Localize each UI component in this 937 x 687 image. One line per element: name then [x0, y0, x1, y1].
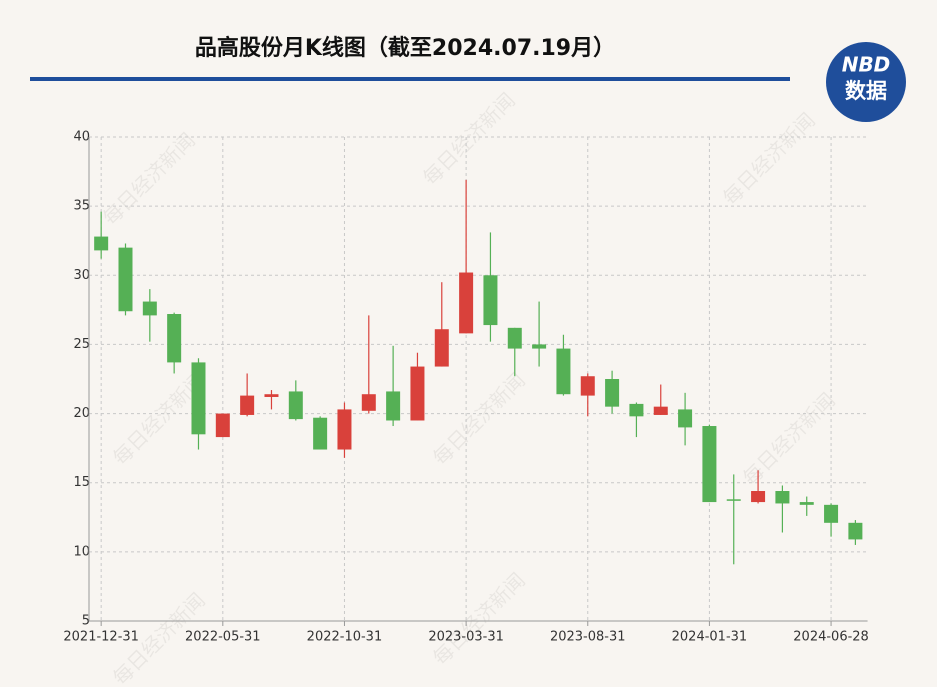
candle-body — [751, 491, 766, 503]
candle-body — [653, 406, 668, 415]
candle-body — [580, 376, 595, 396]
y-tick-label: 30 — [73, 268, 90, 283]
candle-body — [142, 301, 157, 316]
candle-body — [264, 394, 279, 397]
candle-body — [240, 395, 255, 415]
candle-body — [726, 499, 741, 501]
chart-title: 品高股份月K线图（截至2024.07.19月） — [195, 35, 615, 61]
y-tick-label: 40 — [73, 130, 90, 145]
candle-body — [118, 247, 133, 312]
candle-body — [167, 314, 182, 363]
y-tick-label: 5 — [82, 614, 90, 629]
candle-body — [702, 426, 717, 503]
candle-body — [410, 366, 425, 421]
candle-body — [459, 272, 474, 334]
candle-body — [775, 491, 790, 504]
x-tick-label: 2023-03-31 — [428, 630, 504, 645]
candle-body — [361, 394, 376, 411]
watermark: 每日经济新闻 — [428, 568, 530, 670]
x-tick-label: 2021-12-31 — [63, 630, 139, 645]
candle-body — [313, 417, 328, 450]
y-tick-label: 10 — [73, 544, 90, 559]
y-tick-label: 15 — [73, 475, 90, 490]
candle-body — [532, 344, 547, 349]
candle-body — [94, 236, 109, 251]
candle-body — [824, 504, 839, 523]
y-tick-label: 35 — [73, 199, 90, 214]
candle-body — [678, 409, 693, 428]
candle-body — [337, 409, 352, 450]
logo-top: NBD — [842, 53, 891, 77]
watermark: 每日经济新闻 — [718, 108, 820, 210]
candle-body — [288, 391, 303, 420]
logo-circle — [826, 42, 906, 122]
candle-body — [386, 391, 401, 421]
candle-body — [191, 362, 206, 435]
y-tick-label: 20 — [73, 406, 90, 421]
candle-body — [556, 348, 571, 395]
candle-body — [629, 403, 644, 417]
x-tick-label: 2024-06-28 — [793, 630, 869, 645]
candle-body — [507, 327, 522, 349]
title-rule — [30, 77, 790, 81]
candle-body — [848, 522, 863, 540]
x-tick-label: 2022-10-31 — [307, 630, 383, 645]
candle-body — [215, 413, 230, 438]
watermark: 每日经济新闻 — [98, 128, 200, 230]
candle-body — [799, 502, 814, 505]
candle-body — [434, 329, 449, 367]
watermark: 每日经济新闻 — [418, 88, 520, 190]
x-tick-label: 2023-08-31 — [550, 630, 626, 645]
candle-body — [605, 379, 620, 407]
watermark: 每日经济新闻 — [738, 388, 840, 490]
x-tick-label: 2024-01-31 — [672, 630, 748, 645]
watermark: 每日经济新闻 — [428, 368, 530, 470]
logo-bottom: 数据 — [845, 79, 887, 103]
candle-body — [483, 275, 498, 326]
x-tick-label: 2022-05-31 — [185, 630, 261, 645]
y-tick-label: 25 — [73, 337, 90, 352]
